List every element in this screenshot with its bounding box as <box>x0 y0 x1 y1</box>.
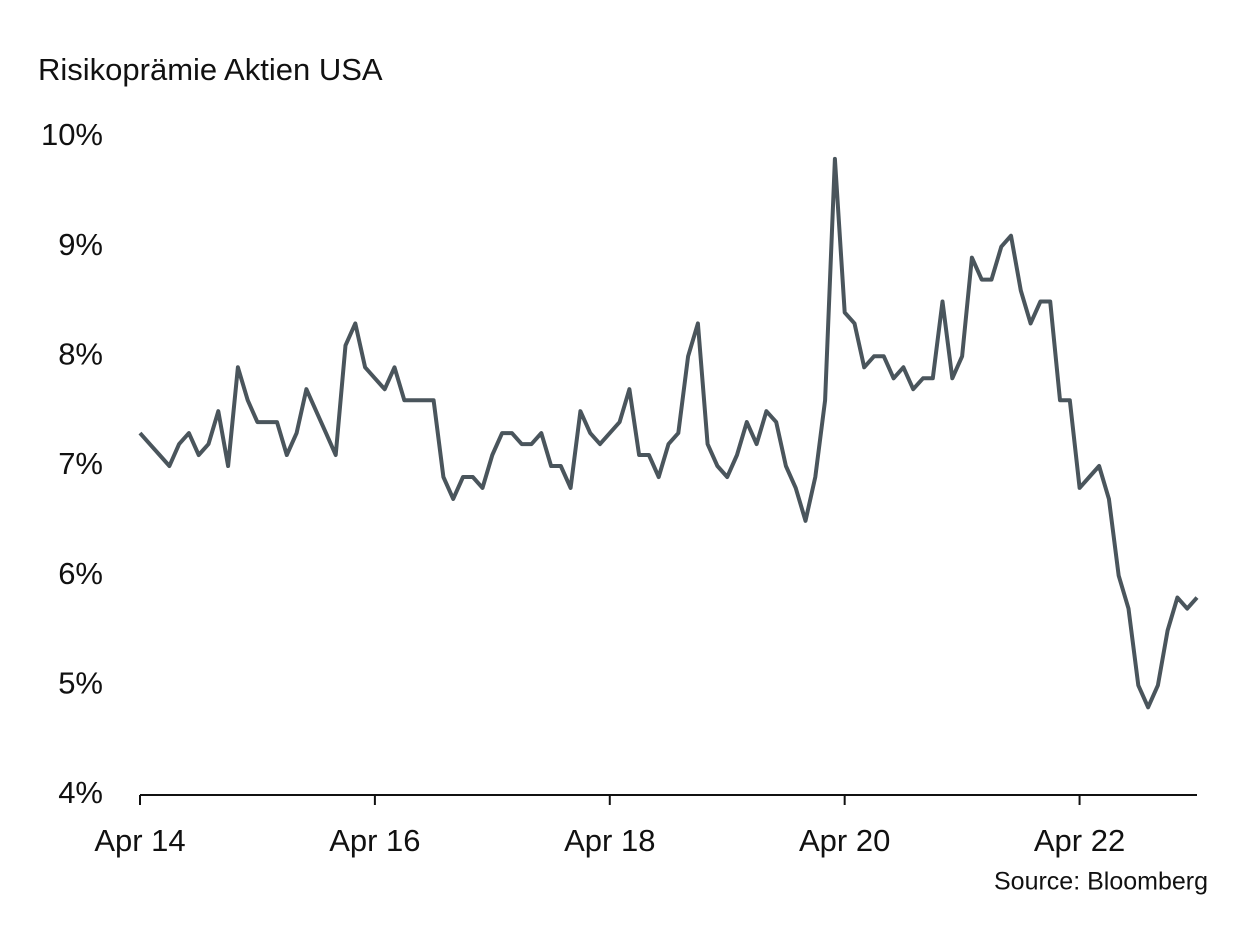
y-tick-label: 4% <box>58 775 103 810</box>
y-tick-label: 5% <box>58 666 103 701</box>
data-line <box>138 156 1199 710</box>
y-tick-label: 10% <box>41 117 103 152</box>
y-tick-label: 9% <box>58 227 103 262</box>
x-tick-label: Apr 16 <box>329 823 420 858</box>
y-tick-label: 8% <box>58 337 103 372</box>
chart-title: Risikoprämie Aktien USA <box>38 52 383 87</box>
source-note: Source: Bloomberg <box>994 868 1208 896</box>
x-tick-label: Apr 20 <box>799 823 890 858</box>
x-tick-label: Apr 22 <box>1034 823 1125 858</box>
x-tick-label: Apr 18 <box>564 823 655 858</box>
x-tick-label: Apr 14 <box>94 823 185 858</box>
y-tick-label: 6% <box>58 556 103 591</box>
y-tick-label: 7% <box>58 446 103 481</box>
